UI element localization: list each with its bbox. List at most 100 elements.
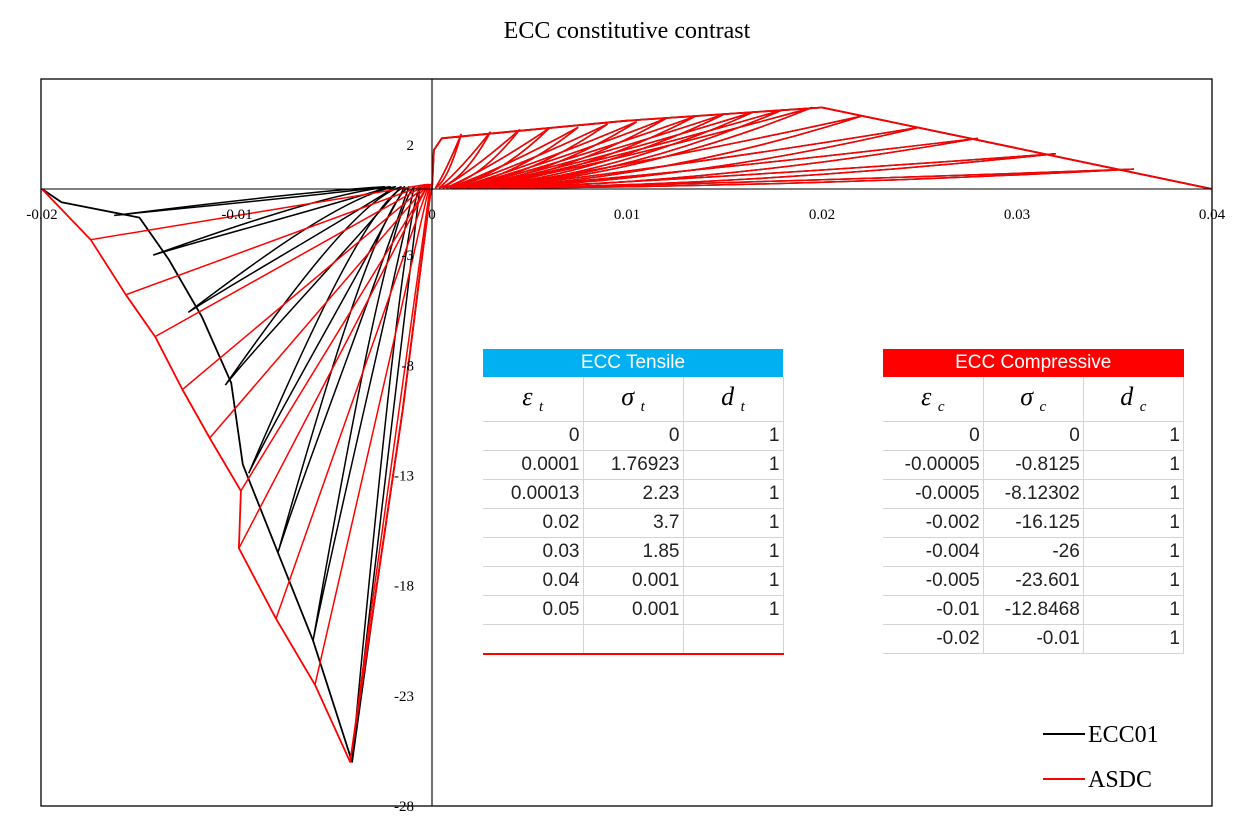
table-cell: -0.005: [883, 566, 984, 596]
table-cell: -23.601: [983, 566, 1084, 596]
column-header: d c: [1083, 377, 1185, 422]
tension-unload-loop: [483, 115, 862, 189]
table-cell: [683, 624, 784, 655]
tension-unload-loop: [434, 133, 462, 189]
table-cell: 0.00013: [483, 479, 584, 509]
series-envelope-line: [41, 106, 1213, 763]
table-cell: 1: [683, 595, 784, 625]
tension-unload-loop: [516, 168, 1135, 189]
table-cell: 0.05: [483, 595, 584, 625]
y-tick-label: -8: [402, 358, 415, 374]
x-tick-label: 0.04: [1199, 207, 1226, 223]
table-cell: 2.23: [583, 479, 684, 509]
chart-title: ECC constitutive contrast: [503, 18, 751, 44]
tick-labels-layer: -0.02 -0.01 0 0.01 0.02 0.03 0.042-3-8-13-18-2…: [26, 138, 1225, 815]
table-cell: 3.7: [583, 508, 684, 538]
table-cell: 1: [683, 508, 784, 538]
table-cell: 0.0001: [483, 450, 584, 480]
table-row: -0.005 -23.601 1: [883, 566, 1185, 596]
compression-unload-loop: [248, 186, 406, 474]
tension-unload-loop: [459, 117, 667, 189]
table-cell: 0: [583, 421, 684, 451]
compression-unload-loop: [349, 183, 432, 763]
table-row: 0.05 0.001 1: [483, 595, 784, 625]
table-cell: 1: [683, 566, 784, 596]
compression-unload-loop: [152, 186, 391, 256]
table-row: [483, 624, 784, 655]
x-tick-label: -0.01: [221, 207, 252, 223]
table-cell: 0.001: [583, 595, 684, 625]
compression-unload-loop: [240, 183, 429, 492]
table-cell: [483, 624, 584, 655]
y-tick-label: -28: [394, 799, 414, 815]
table-cell: 1.85: [583, 537, 684, 567]
compression-unload-loop: [224, 186, 402, 386]
table-cell: 1: [1083, 450, 1185, 480]
x-tick-label: -0.02: [26, 207, 57, 223]
table-cell: -12.8468: [983, 595, 1084, 625]
table-cell: 1: [1083, 566, 1185, 596]
table-cell: 0.001: [583, 566, 684, 596]
table-cell: -16.125: [983, 508, 1084, 538]
tension-unload-loop: [456, 121, 638, 189]
series-asdc: [41, 106, 1213, 763]
axes-layer: [41, 79, 1212, 806]
column-header: d t: [683, 377, 784, 422]
legend-label-asdc: ASDC: [1088, 767, 1152, 793]
table-cell: 1: [683, 450, 784, 480]
table-cell: 1: [683, 479, 784, 509]
table-row: -0.002 -16.125 1: [883, 508, 1185, 538]
table-row: 0.04 0.001 1: [483, 566, 784, 596]
tension-unload-loop: [463, 115, 696, 189]
table-cell: 1: [1083, 508, 1185, 538]
column-header: ε t: [483, 377, 584, 422]
table-cell: 0.04: [483, 566, 584, 596]
x-tick-label: 0.02: [809, 207, 835, 223]
compression-unload-loop: [187, 186, 397, 314]
table-row: -0.00005 -0.8125 1: [883, 450, 1185, 480]
legend-label-ecc01: ECC01: [1088, 722, 1159, 748]
plot-frame: [40, 78, 1213, 807]
x-tick-label: 0.03: [1004, 207, 1030, 223]
table-cell: 1: [683, 421, 784, 451]
table-row: -0.0005 -8.12302 1: [883, 479, 1185, 509]
table-row: -0.01 -12.8468 1: [883, 595, 1185, 625]
tension-unload-loop: [442, 128, 521, 189]
table-cell: -0.002: [883, 508, 984, 538]
table-cell: 0.02: [483, 508, 584, 538]
table-cell: -0.004: [883, 537, 984, 567]
table-row: -0.004 -26 1: [883, 537, 1185, 567]
table-cell: -26: [983, 537, 1084, 567]
y-tick-label: 2: [407, 138, 415, 154]
table-cell: 1: [1083, 421, 1185, 451]
table-cell: -0.02: [883, 624, 984, 654]
table-cell: 1: [1083, 595, 1185, 625]
legend: ECC01 ASDC: [1043, 722, 1159, 793]
table-cell: 1.76923: [583, 450, 684, 480]
tension-unload-loop: [490, 126, 920, 189]
tension-unload-loop: [438, 131, 492, 189]
table-cell: -8.12302: [983, 479, 1084, 509]
table-cell: -0.8125: [983, 450, 1084, 480]
y-tick-label: -3: [402, 248, 415, 264]
table-cell: 0: [483, 421, 584, 451]
table-title: ECC Tensile: [483, 349, 783, 377]
table-cell: 1: [1083, 479, 1185, 509]
table-row: 0.03 1.85 1: [483, 537, 784, 567]
table-cell: -0.00005: [883, 450, 984, 480]
table-row: 0.02 3.7 1: [483, 508, 784, 538]
curves-layer: [41, 106, 1213, 763]
table-cell: 1: [1083, 624, 1185, 654]
table-row: -0.02 -0.01 1: [883, 624, 1185, 654]
table-cell: 1: [1083, 537, 1185, 567]
table-cell: 1: [683, 537, 784, 567]
tension-unload-loop: [477, 106, 813, 189]
table-cell: -0.01: [983, 624, 1084, 654]
table-row: 0.00013 2.23 1: [483, 479, 784, 509]
column-header: ε c: [883, 377, 984, 422]
